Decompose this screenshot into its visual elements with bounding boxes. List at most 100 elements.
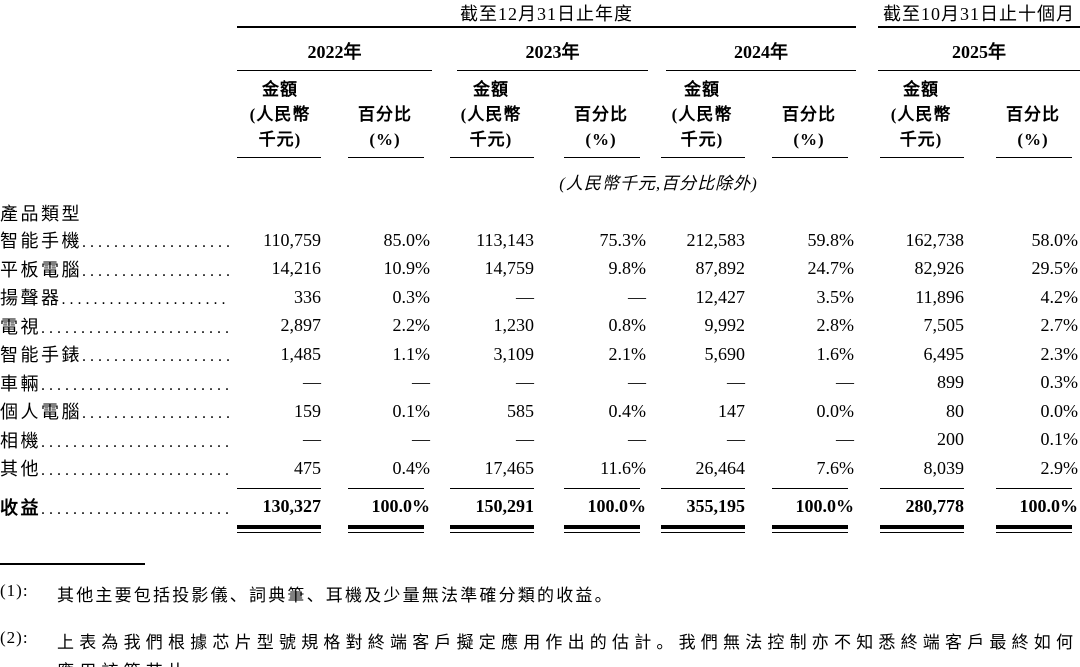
year-header-2023: 2023年 [432,27,648,71]
percent-cell: — [628,372,646,393]
percent-cell: 0.0% [816,400,855,421]
footnotes-section: (1): 其他主要包括投影儀、詞典筆、耳機及少量無法準確分類的收益。 (2): … [0,562,1080,667]
percent-cell: — [412,429,430,450]
amount-cell: — [303,372,321,393]
total-amount-cell: 130,327 [262,496,322,516]
amount-cell: 159 [294,400,321,421]
dot-leader [41,320,230,338]
percent-cell: — [628,429,646,450]
dot-leader [82,234,230,252]
dot-leader [41,434,230,452]
percent-column-header: 百分比 (%) [968,71,1080,158]
percent-cell: 1.6% [816,343,855,364]
table-row: 相機 — — — — — — 200 0.1% [0,426,1080,455]
percent-cell: 0.8% [608,315,647,336]
amount-cell: 87,892 [695,258,746,279]
footnote-marker: (1): [0,580,29,600]
percent-cell: 29.5% [1031,258,1079,279]
amount-cell: 212,583 [686,229,746,250]
total-double-rule-row [0,523,1080,537]
table-body: 智能手機 110,759 85.0% 113,143 75.3% 212,583… [0,226,1080,483]
amount-cell: 5,690 [704,343,746,364]
total-percent-cell: 100.0% [795,496,855,516]
table-row: 車輛 — — — — — — 899 0.3% [0,369,1080,398]
percent-cell: 10.9% [383,258,431,279]
footnote-text: 其他主要包括投影儀、詞典筆、耳機及少量無法準確分類的收益。 [57,585,614,605]
table-row: 個人電腦 159 0.1% 585 0.4% 147 0.0% 80 0.0% [0,397,1080,426]
dot-leader [82,348,230,366]
percent-cell: 2.1% [608,343,647,364]
dot-leader [82,405,230,423]
period-header-row: 截至12月31日止年度 截至10月31日止十個月 [0,0,1080,28]
percent-cell: 2.2% [392,315,431,336]
amount-cell: 8,039 [923,457,965,478]
row-label: 收益 [0,491,237,523]
amount-cell: 585 [507,400,534,421]
amount-cell: 26,464 [695,457,746,478]
unit-note-row: (人民幣千元,百分比除外) [0,158,1080,194]
period-header-10m: 截至10月31日止十個月 [878,0,1080,28]
section-header-row: 產品類型 [0,194,1080,226]
percent-cell: 2.7% [1040,315,1079,336]
percent-cell: — [412,372,430,393]
percent-cell: 0.4% [392,457,431,478]
table-row: 智能手錶 1,485 1.1% 3,109 2.1% 5,690 1.6% 6,… [0,340,1080,369]
amount-cell: 14,759 [484,258,535,279]
percent-cell: 2.3% [1040,343,1079,364]
amount-cell: — [727,372,745,393]
amount-cell: — [727,429,745,450]
amount-cell: 200 [937,429,965,450]
total-amount-cell: 280,778 [905,496,965,516]
table-row: 平板電腦 14,216 10.9% 14,759 9.8% 87,892 24.… [0,255,1080,284]
dot-leader [41,462,230,480]
amount-cell: 17,465 [484,457,535,478]
percent-column-header: 百分比 (%) [325,71,432,158]
amount-cell: 336 [294,286,321,307]
percent-cell: 0.3% [392,286,431,307]
table-row: 其他 475 0.4% 17,465 11.6% 26,464 7.6% 8,0… [0,454,1080,483]
footnote-text: 上表為我們根據芯片型號規格對終端客戶擬定應用作出的估計。我們無法控制亦不知悉終端… [57,632,1079,667]
amount-cell: 113,143 [476,229,534,250]
total-amount-cell: 355,195 [686,496,746,516]
total-percent-cell: 100.0% [371,496,431,516]
table-row: 電視 2,897 2.2% 1,230 0.8% 9,992 2.8% 7,50… [0,312,1080,341]
percent-cell: 2.9% [1040,457,1079,478]
dot-leader [82,263,230,281]
amount-cell: 899 [937,372,965,393]
row-label: 其他 [0,454,237,483]
percent-cell: 0.1% [392,400,431,421]
percent-cell: — [836,372,855,393]
percent-cell: 2.8% [816,315,855,336]
percent-cell: 9.8% [608,258,647,279]
amount-column-header: 金額 (人民幣 千元) [237,71,325,158]
revenue-by-product-table: 截至12月31日止年度 截至10月31日止十個月 2022年 2023年 202… [0,0,1080,537]
dot-leader [41,377,230,395]
amount-cell: — [516,286,534,307]
percent-cell: 4.2% [1040,286,1079,307]
row-label: 揚聲器 [0,283,237,312]
row-label: 相機 [0,426,237,455]
amount-cell: 9,992 [704,315,746,336]
amount-cell: 1,485 [280,343,322,364]
percent-cell: 24.7% [807,258,855,279]
row-label: 個人電腦 [0,397,237,426]
amount-cell: 82,926 [914,258,965,279]
percent-cell: 7.6% [816,457,855,478]
percent-cell: 3.5% [816,286,855,307]
percent-column-header: 百分比 (%) [749,71,856,158]
amount-cell: 7,505 [923,315,965,336]
row-label: 車輛 [0,369,237,398]
percent-cell: 75.3% [599,229,647,250]
amount-cell: 110,759 [263,229,321,250]
percent-cell: 11.6% [600,457,646,478]
amount-column-header: 金額 (人民幣 千元) [878,71,968,158]
amount-cell: 14,216 [271,258,322,279]
total-amount-cell: 150,291 [475,496,535,516]
percent-cell: — [836,429,855,450]
amount-cell: 1,230 [493,315,535,336]
unit-note: (人民幣千元,百分比除外) [559,174,758,193]
table-row: 揚聲器 336 0.3% — — 12,427 3.5% 11,896 4.2% [0,283,1080,312]
footnote-divider [0,562,145,565]
footnote-1: (1): 其他主要包括投影儀、詞典筆、耳機及少量無法準確分類的收益。 [0,581,1080,606]
